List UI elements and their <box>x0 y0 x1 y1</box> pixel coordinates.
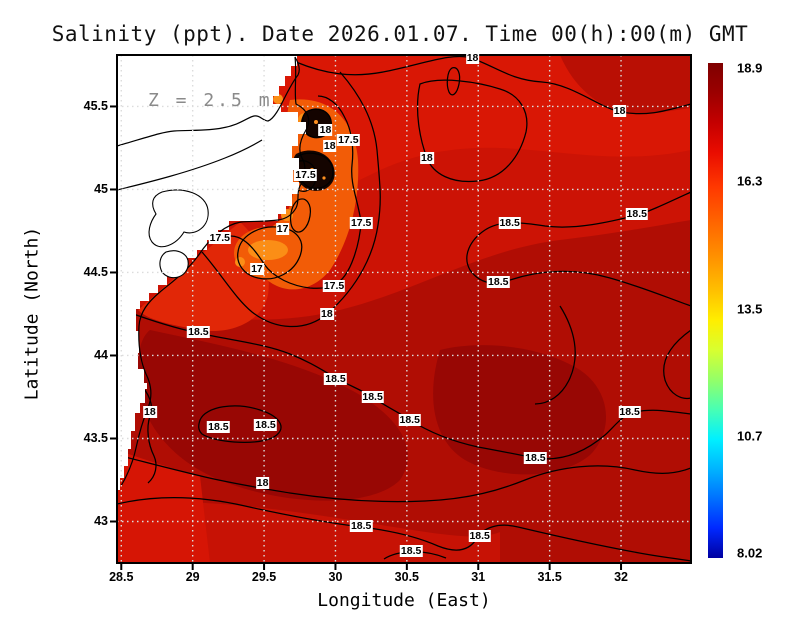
river-line <box>117 139 263 191</box>
contour-label-3-17.5: 17.5 <box>294 168 317 181</box>
contour-label-12-18: 18 <box>420 151 434 164</box>
contour-label-19-18: 18 <box>142 405 157 418</box>
ytick-label-44: 44 <box>94 348 108 363</box>
xtick-label-31.5: 31.5 <box>537 570 562 584</box>
contour-label-0-18: 18 <box>318 123 333 136</box>
contour-185-right-2 <box>663 329 691 400</box>
ytick-label-43: 43 <box>94 514 108 529</box>
sea-ne-dark <box>560 55 691 115</box>
contour-label-25-18.5: 18.5 <box>618 405 641 418</box>
plot-frame <box>116 54 692 564</box>
contour-label-22-18: 18 <box>255 477 270 490</box>
contour-label-20-18.5: 18.5 <box>207 420 230 433</box>
contour-label-8-17.5: 17.5 <box>322 279 346 292</box>
axis-ticks <box>110 105 623 570</box>
contour-label-5-17: 17 <box>275 223 290 236</box>
contour-label-14-18.5: 18.5 <box>625 208 648 221</box>
contour-175-outer <box>221 95 362 289</box>
ytick-label-44.5: 44.5 <box>83 265 108 280</box>
sea-sw-wedge <box>117 450 210 563</box>
colorbar-tick-10.7: 10.7 <box>737 428 763 444</box>
ytick-label-45: 45 <box>94 182 108 197</box>
ytick-label-45.5: 45.5 <box>83 99 108 114</box>
contour-label-28-18.5: 18.5 <box>399 545 423 558</box>
xtick-label-32: 32 <box>614 570 628 584</box>
sea-darker-right <box>433 345 607 475</box>
coastline <box>117 56 310 487</box>
contour-label-15-18.5: 18.5 <box>487 276 510 289</box>
contour-label-9-18: 18 <box>320 307 334 320</box>
colorbar-tick-13.5: 13.5 <box>737 301 763 317</box>
xtick-label-29: 29 <box>185 570 200 584</box>
contour-label-1-18: 18 <box>322 140 337 153</box>
depth-annotation: Z = 2.5 m <box>148 90 273 111</box>
colorbar-tick-18.9: 18.9 <box>737 60 763 76</box>
contour-18-southwest <box>117 454 691 503</box>
contour-label-11-18: 18 <box>612 105 627 118</box>
chart-title: Salinity (ppt). Date 2026.01.07. Time 00… <box>51 22 749 46</box>
xtick-label-29.5: 29.5 <box>251 570 277 584</box>
xtick-label-30.5: 30.5 <box>394 570 420 584</box>
contour-18-small-loop <box>446 67 461 96</box>
contour-label-17-18.5: 18.5 <box>324 372 347 385</box>
contour-185-bottom <box>117 497 691 562</box>
contour-label-10-18: 18 <box>465 52 480 65</box>
contour-label-2-17.5: 17.5 <box>337 133 360 146</box>
contour-label-4-17.5: 17.5 <box>349 216 373 229</box>
lagoons <box>148 189 209 279</box>
land-mass <box>117 55 306 490</box>
contour-label-27-18.5: 18.5 <box>468 530 491 543</box>
gridlines <box>117 55 691 563</box>
contour-label-18-18.5: 18.5 <box>361 390 384 403</box>
xtick-label-31: 31 <box>471 570 486 584</box>
contour-label-21-18.5: 18.5 <box>254 419 277 432</box>
colorbar-tick-16.3: 16.3 <box>737 173 763 189</box>
y-axis-label: Latitude (North) <box>21 226 43 401</box>
contour-label-26-18.5: 18.5 <box>524 452 547 465</box>
contour-label-6-17.5: 17.5 <box>208 231 232 244</box>
contour-label-7-17: 17 <box>250 263 264 276</box>
contour-185-right-1 <box>534 305 576 405</box>
contour-18-west <box>201 71 381 328</box>
contour-185-northeast <box>466 191 691 307</box>
salinity-field <box>117 55 691 563</box>
colorbar-tick-8.02: 8.02 <box>737 545 763 561</box>
x-axis-label: Longitude (East) <box>317 590 491 611</box>
contour-label-16-18.5: 18.5 <box>187 326 210 339</box>
colorbar <box>708 63 723 558</box>
contour-label-23-18.5: 18.5 <box>349 520 373 533</box>
xtick-label-30: 30 <box>328 570 343 584</box>
contour-label-24-18.5: 18.5 <box>398 414 421 427</box>
xtick-label-28.5: 28.5 <box>109 570 134 584</box>
contour-17-blob <box>237 226 303 280</box>
contour-label-13-18.5: 18.5 <box>498 216 521 229</box>
ytick-label-43.5: 43.5 <box>83 431 108 446</box>
